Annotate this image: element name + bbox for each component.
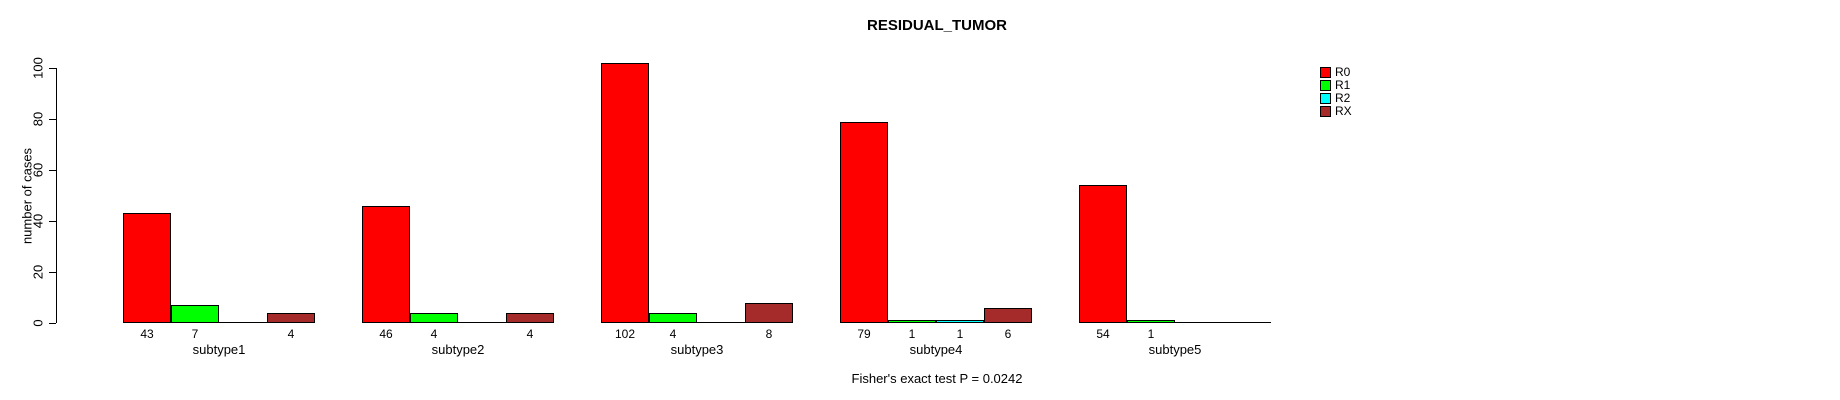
legend-swatch-r1 [1320,80,1331,91]
bar-value-label: 102 [614,327,636,341]
zero-height-bar-rx-subtype5 [1223,322,1271,323]
bar-value-label: 8 [765,327,773,341]
bar-r1-subtype1 [171,305,219,323]
bar-r0-subtype4 [840,122,888,323]
bar-value-label: 1 [956,327,964,341]
category-label-subtype3: subtype3 [670,342,724,357]
y-tick-label: 60 [30,162,46,178]
y-tick [49,221,56,222]
bar-value-label: 6 [1004,327,1012,341]
bar-r0-subtype2 [362,206,410,323]
legend-swatch-rx [1320,106,1331,117]
bar-value-label: 4 [526,327,534,341]
category-label-subtype4: subtype4 [909,342,963,357]
bar-r1-subtype4 [888,320,936,323]
bar-value-label: 7 [191,327,199,341]
bar-value-label: 79 [857,327,871,341]
bar-rx-subtype4 [984,308,1032,323]
y-tick [49,119,56,120]
bar-value-label: 54 [1096,327,1110,341]
bar-r1-subtype2 [410,313,458,323]
y-tick-label: 80 [30,111,46,127]
zero-height-bar-r2-subtype1 [219,322,267,323]
bar-value-label: 4 [287,327,295,341]
y-tick [49,68,56,69]
bar-value-label: 4 [430,327,438,341]
y-tick-label: 0 [30,319,46,327]
bar-value-label: 1 [908,327,916,341]
y-tick-label: 40 [30,213,46,229]
bar-r0-subtype1 [123,213,171,323]
bar-r1-subtype5 [1127,320,1175,323]
legend-swatch-r0 [1320,67,1331,78]
category-label-subtype2: subtype2 [431,342,485,357]
zero-height-bar-r2-subtype5 [1175,322,1223,323]
category-label-subtype5: subtype5 [1148,342,1202,357]
bar-r2-subtype4 [936,320,984,323]
chart-title: RESIDUAL_TUMOR [866,17,1008,34]
bar-rx-subtype3 [745,303,793,323]
y-tick [49,170,56,171]
y-tick-label: 20 [30,264,46,280]
zero-height-bar-r2-subtype3 [697,322,745,323]
y-tick [49,323,56,324]
y-axis-line [56,68,57,323]
legend-label-r2: R2 [1335,91,1351,105]
legend-label-rx: RX [1335,104,1352,118]
bar-r0-subtype3 [601,63,649,323]
y-tick-label: 100 [30,57,46,79]
bar-rx-subtype1 [267,313,315,323]
fisher-test-annotation: Fisher's exact test P = 0.0242 [851,371,1023,386]
legend-label-r0: R0 [1335,65,1351,79]
zero-height-bar-r2-subtype2 [458,322,506,323]
y-tick [49,272,56,273]
bar-value-label: 4 [669,327,677,341]
bar-value-label: 43 [140,327,154,341]
bar-r0-subtype5 [1079,185,1127,323]
bar-rx-subtype2 [506,313,554,323]
bar-value-label: 1 [1147,327,1155,341]
bar-value-label: 46 [379,327,393,341]
legend-swatch-r2 [1320,93,1331,104]
legend-label-r1: R1 [1335,78,1351,92]
category-label-subtype1: subtype1 [192,342,246,357]
bar-r1-subtype3 [649,313,697,323]
